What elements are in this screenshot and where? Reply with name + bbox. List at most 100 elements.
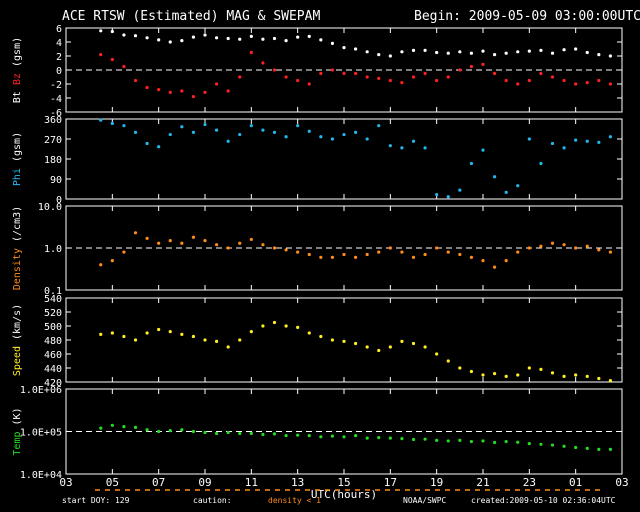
data-point-bt (562, 48, 566, 52)
data-point-bt (550, 51, 555, 55)
data-point-temp (504, 439, 508, 444)
data-point-bz (574, 82, 578, 86)
data-point-phi (122, 124, 126, 128)
data-point-temp (226, 430, 230, 435)
data-point-bt (516, 50, 520, 54)
ylabel-part: (K) (12, 407, 23, 431)
data-point-density (330, 255, 335, 259)
ylabel-part: (/cm3) (12, 206, 23, 248)
data-point-bt (353, 47, 358, 51)
data-point-temp (272, 432, 277, 436)
xtick-label: 15 (337, 476, 350, 489)
data-point-temp (365, 436, 369, 440)
xtick-label: 03 (615, 476, 628, 489)
data-point-density (365, 252, 369, 257)
xtick-label: 17 (384, 476, 397, 489)
data-point-temp (191, 429, 196, 434)
ytick-label-phi: 180 (44, 155, 62, 166)
xtick-label: 09 (198, 476, 211, 489)
data-point-speed (145, 331, 149, 335)
data-point-temp (168, 428, 172, 433)
data-point-bz (550, 75, 555, 79)
data-point-temp (585, 446, 589, 451)
data-point-speed (133, 338, 138, 342)
data-point-phi (330, 137, 335, 141)
data-point-phi (469, 161, 474, 166)
data-point-bz (446, 75, 450, 79)
data-point-bz (458, 68, 462, 72)
data-point-bt (342, 46, 346, 50)
data-point-temp (319, 435, 323, 439)
data-point-density (272, 246, 277, 250)
data-point-bt (435, 50, 439, 55)
data-point-phi (261, 128, 265, 132)
data-point-bz (365, 75, 369, 79)
ytick-label-speed: 500 (44, 322, 62, 333)
data-point-speed (597, 376, 601, 381)
data-point-speed (458, 366, 462, 370)
data-point-bt (585, 50, 589, 55)
data-point-bz (272, 68, 277, 72)
data-point-bz (469, 64, 474, 69)
data-point-speed (481, 373, 485, 377)
data-point-speed (122, 334, 126, 339)
data-point-density (550, 241, 555, 245)
data-point-bz (133, 78, 138, 83)
data-point-bt (168, 40, 172, 44)
data-point-phi (539, 161, 543, 166)
data-point-bz (492, 71, 497, 76)
data-point-temp (133, 425, 138, 429)
data-point-density (608, 250, 613, 254)
data-point-density (527, 246, 531, 250)
ytick-label-phi: 360 (44, 115, 62, 126)
ylabel-mag: Bt Bz (gsm) (12, 37, 23, 103)
data-point-phi (214, 128, 219, 132)
data-point-bz (435, 78, 439, 83)
data-point-speed (562, 374, 566, 378)
data-point-bt (249, 34, 253, 39)
data-point-density (458, 252, 462, 257)
data-point-temp (122, 425, 126, 429)
data-point-phi (284, 135, 288, 139)
data-point-temp (261, 432, 265, 437)
data-point-bz (145, 85, 149, 90)
data-point-bz (539, 71, 543, 76)
data-point-density (469, 255, 474, 259)
chart-title: ACE RTSW (Estimated) MAG & SWEPAM (62, 9, 321, 24)
data-point-speed (353, 341, 358, 346)
data-point-speed (110, 331, 114, 335)
start-doy: start DOY: 129 (62, 496, 130, 505)
data-point-bz (226, 89, 230, 93)
data-point-density (377, 250, 381, 254)
data-point-density (284, 248, 288, 252)
data-point-bt (180, 39, 184, 43)
data-point-density (191, 235, 196, 239)
data-point-temp (400, 437, 404, 441)
data-point-bz (597, 78, 601, 83)
data-point-density (446, 250, 450, 254)
data-point-phi (516, 184, 520, 188)
data-point-bz (319, 71, 323, 76)
data-point-phi (411, 139, 416, 143)
ylabel-temp: Temp (K) (12, 407, 23, 455)
data-point-temp (342, 435, 346, 439)
data-point-density (504, 259, 508, 263)
data-point-bt (469, 51, 474, 55)
data-point-phi (377, 124, 381, 128)
ytick-label-density: 1.0 (44, 244, 62, 255)
ylabel-part: (km/s) (12, 304, 23, 346)
data-point-density (145, 236, 149, 240)
data-point-phi (365, 137, 369, 141)
data-point-density (99, 263, 103, 267)
data-point-bt (145, 36, 149, 40)
data-point-density (180, 241, 184, 245)
data-point-bt (574, 47, 578, 51)
ytick-label-speed: 460 (44, 350, 62, 361)
data-point-density (261, 243, 265, 247)
data-point-bz (157, 88, 161, 92)
data-point-bt (284, 39, 288, 43)
data-point-temp (550, 443, 555, 447)
data-point-density (481, 259, 485, 263)
data-point-bt (365, 50, 369, 54)
ylabel-part: (gsm) (12, 132, 23, 168)
